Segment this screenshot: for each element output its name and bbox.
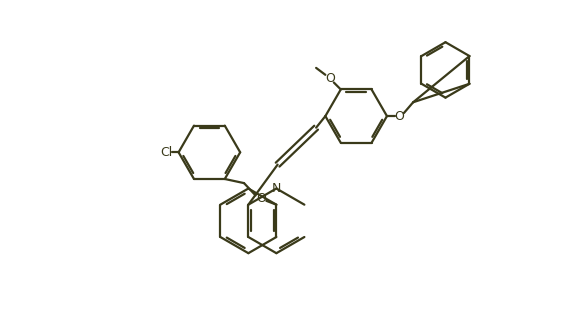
Text: O: O [256,192,266,205]
Text: N: N [272,182,281,195]
Text: O: O [395,110,404,123]
Text: O: O [325,72,335,85]
Text: Cl: Cl [160,146,172,159]
